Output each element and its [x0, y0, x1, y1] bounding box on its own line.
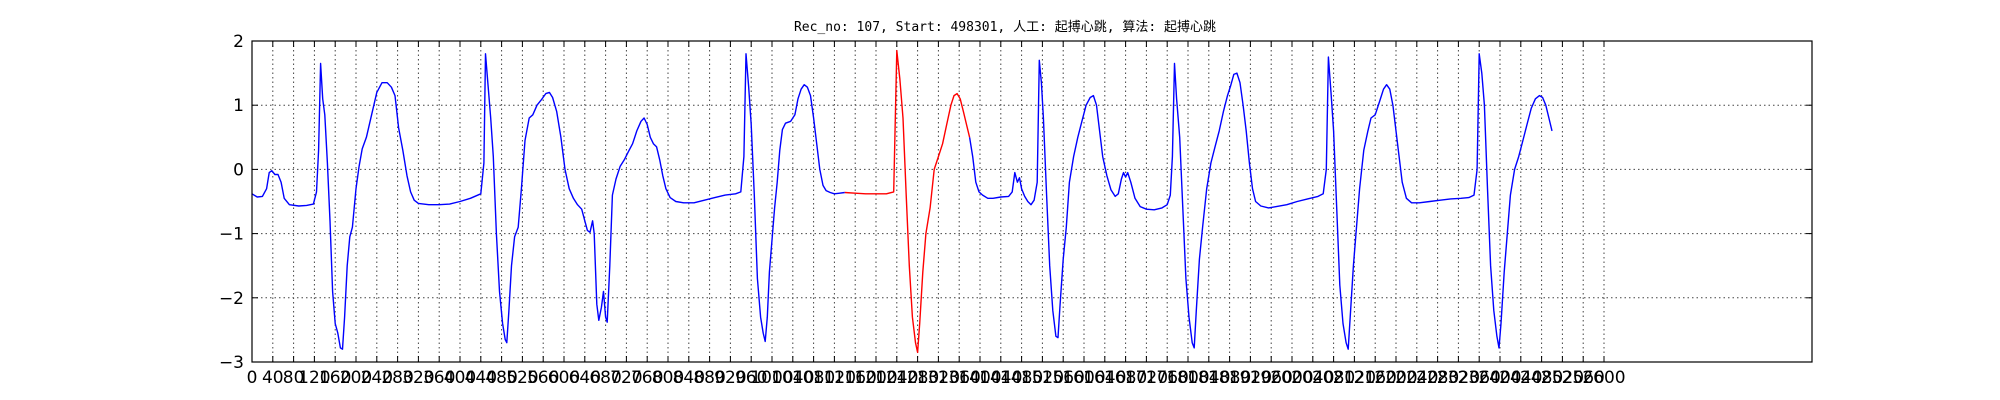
- x-tick-label: 2120: [1333, 368, 1376, 388]
- x-tick-label: 40: [262, 368, 284, 388]
- x-tick-label: 2000: [1270, 368, 1313, 388]
- y-tick-label: −1: [219, 225, 244, 245]
- y-tick-labels: −3 −2 −1 0 1 2: [219, 32, 244, 373]
- x-tick-label: 400: [444, 368, 476, 388]
- x-tick-label: 160: [319, 368, 351, 388]
- x-tick-label: 1920: [1229, 368, 1272, 388]
- x-tick-label: 1480: [1000, 368, 1043, 388]
- plot-series: [251, 49, 1553, 354]
- x-tick-label: 840: [673, 368, 705, 388]
- y-tick-label: 0: [233, 160, 244, 180]
- x-tick-label: 880: [693, 368, 725, 388]
- x-tick-label: 2240: [1395, 368, 1438, 388]
- x-tick-label: 1520: [1021, 368, 1064, 388]
- x-tick-label: 200: [340, 368, 372, 388]
- series-line-0: [968, 53, 1553, 350]
- x-tick-label: 1200: [854, 368, 897, 388]
- chart-title: Rec_no: 107, Start: 498301, 人工: 起搏心跳, 算法…: [794, 19, 1216, 35]
- x-tick-label: 1440: [979, 368, 1022, 388]
- x-tick-label: 320: [402, 368, 434, 388]
- x-tick-label: 1400: [958, 368, 1001, 388]
- plot-frame: [251, 40, 1813, 363]
- x-tick-label: 2440: [1499, 368, 1542, 388]
- x-tick-label: 1080: [792, 368, 835, 388]
- x-tick-label: 1120: [813, 368, 856, 388]
- x-tick-label: 2480: [1520, 368, 1563, 388]
- x-tick-label: 440: [465, 368, 497, 388]
- x-tick-label: 1240: [875, 368, 918, 388]
- x-tick-label: 1760: [1146, 368, 1189, 388]
- y-tick-label: 2: [233, 32, 244, 52]
- x-tick-label: 1320: [917, 368, 960, 388]
- x-tick-label: 1160: [834, 368, 877, 388]
- x-tick-label: 2040: [1291, 368, 1334, 388]
- x-tick-label: 1360: [938, 368, 981, 388]
- x-tick-label: 1640: [1083, 368, 1126, 388]
- x-tick-label: 1960: [1250, 368, 1293, 388]
- x-tick-label: 1560: [1042, 368, 1085, 388]
- x-tick-label: 1680: [1104, 368, 1147, 388]
- x-tick-label: 1840: [1187, 368, 1230, 388]
- series-line-0: [251, 53, 845, 350]
- x-tick-label: 1040: [771, 368, 814, 388]
- x-tick-label: 920: [714, 368, 746, 388]
- x-tick-label: 240: [361, 368, 393, 388]
- y-tick-label: −2: [219, 289, 244, 309]
- series-line-1: [844, 49, 971, 354]
- x-tick-label: 560: [527, 368, 559, 388]
- x-tick-label: 1600: [1062, 368, 1105, 388]
- x-tick-label: 520: [506, 368, 538, 388]
- x-tick-label: 1720: [1125, 368, 1168, 388]
- x-tick-label: 600: [548, 368, 580, 388]
- x-tick-label: 80: [283, 368, 305, 388]
- x-tick-label: 480: [485, 368, 517, 388]
- x-tick-label: 2520: [1541, 368, 1584, 388]
- x-tick-label: 2360: [1458, 368, 1501, 388]
- x-tick-label: 2280: [1416, 368, 1459, 388]
- axis-ticks: [251, 40, 1812, 363]
- x-tick-label: 1000: [750, 368, 793, 388]
- x-tick-label: 720: [610, 368, 642, 388]
- x-tick-label: 120: [298, 368, 330, 388]
- x-tick-label: 2200: [1374, 368, 1417, 388]
- x-tick-label: 640: [569, 368, 601, 388]
- x-tick-label: 680: [589, 368, 621, 388]
- x-tick-label: 360: [423, 368, 455, 388]
- x-tick-label: 2600: [1582, 368, 1625, 388]
- x-tick-label: 760: [631, 368, 663, 388]
- x-tick-label: 0: [247, 368, 258, 388]
- x-tick-label: 1880: [1208, 368, 1251, 388]
- grid-lines: [252, 41, 1812, 362]
- x-tick-label: 2160: [1354, 368, 1397, 388]
- x-tick-label: 2320: [1437, 368, 1480, 388]
- x-tick-label: 800: [652, 368, 684, 388]
- x-tick-labels: 0 40 8012016020024028032036040044048052056…: [247, 368, 1626, 388]
- y-tick-label: −3: [219, 353, 244, 373]
- x-tick-label: 960: [735, 368, 767, 388]
- y-tick-label: 1: [233, 96, 244, 116]
- x-tick-label: 2560: [1562, 368, 1605, 388]
- x-tick-label: 2080: [1312, 368, 1355, 388]
- x-tick-label: 1280: [896, 368, 939, 388]
- x-tick-label: 280: [381, 368, 413, 388]
- x-tick-label: 2400: [1478, 368, 1521, 388]
- x-tick-label: 1800: [1166, 368, 1209, 388]
